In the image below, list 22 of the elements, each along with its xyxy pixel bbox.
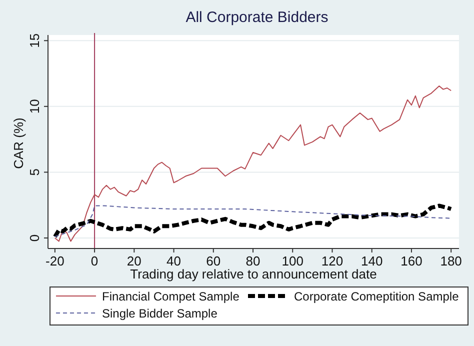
y-axis-title: CAR (%) <box>11 118 26 169</box>
x-tick-label: -20 <box>46 254 64 268</box>
x-tick-label: 80 <box>246 254 260 268</box>
x-axis-title: Trading day relative to announcement date <box>130 266 377 282</box>
x-tick-label: 60 <box>206 254 221 268</box>
x-tick-label: 140 <box>360 254 383 268</box>
y-tick-label: 15 <box>27 33 42 48</box>
y-tick-label: 10 <box>27 99 42 114</box>
line-series <box>54 86 452 242</box>
y-tick-label: 0 <box>27 234 42 242</box>
chart-title: All Corporate Bidders <box>186 9 328 26</box>
y-tick-label: 5 <box>27 168 42 176</box>
legend-label: Corporate Comeptition Sample <box>294 290 460 304</box>
x-tick-label: 40 <box>166 254 182 268</box>
x-tick-label: 120 <box>321 254 344 268</box>
x-tick-label: 160 <box>400 254 422 268</box>
x-tick-label: 100 <box>282 254 304 268</box>
x-tick-label: 20 <box>126 254 142 268</box>
x-tick-label: 180 <box>440 254 462 268</box>
x-tick-label: 0 <box>90 254 98 268</box>
legend-label: Single Bidder Sample <box>102 306 218 320</box>
legend-label: Financial Compet Sample <box>102 290 240 304</box>
